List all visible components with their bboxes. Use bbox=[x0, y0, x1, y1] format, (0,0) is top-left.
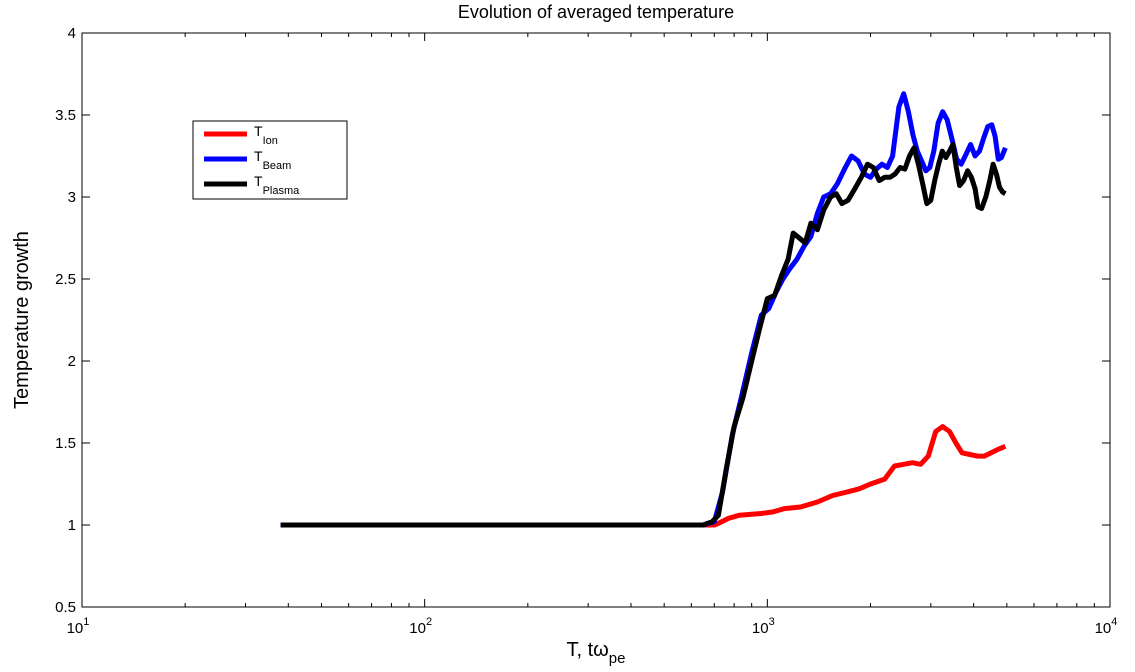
y-tick-label: 2 bbox=[68, 353, 76, 370]
y-axis-label: Temperature growth bbox=[11, 231, 33, 409]
x-axis-label-main: T, t bbox=[567, 639, 594, 661]
x-axis-label: T, tωpe bbox=[567, 639, 626, 667]
chart-title: Evolution of averaged temperature bbox=[458, 2, 734, 22]
series-group bbox=[280, 91, 1008, 528]
legend-entry-sub: Beam bbox=[263, 160, 292, 172]
legend-entry-sub: Plasma bbox=[263, 185, 301, 197]
x-tick-base: 10 bbox=[1095, 620, 1112, 637]
legend-entry-sub: Ion bbox=[263, 135, 278, 147]
legend-entry-name: T bbox=[254, 173, 263, 189]
legend-entry-name: T bbox=[254, 123, 263, 139]
y-tick-label: 3 bbox=[68, 189, 76, 206]
y-tick-label: 1 bbox=[68, 517, 76, 534]
legend-entry-beam: TBeam bbox=[254, 148, 291, 172]
x-tick-exponent: 4 bbox=[1111, 616, 1117, 628]
y-tick-label: 4 bbox=[68, 25, 76, 42]
x-tick-base: 10 bbox=[67, 620, 84, 637]
x-tick-exponent: 2 bbox=[426, 616, 432, 628]
x-axis: 101 102 103 104 bbox=[67, 33, 1118, 637]
x-tick-base: 10 bbox=[409, 620, 426, 637]
series-line-plasma bbox=[280, 142, 1007, 528]
x-tick-label: 104 bbox=[1095, 616, 1118, 637]
legend-entry-name: T bbox=[254, 148, 263, 164]
x-tick-label: 101 bbox=[67, 616, 90, 637]
plot-frame bbox=[81, 32, 1111, 608]
x-tick-exponent: 1 bbox=[83, 616, 89, 628]
y-tick-label: 1.5 bbox=[55, 435, 76, 452]
x-tick-exponent: 3 bbox=[769, 616, 775, 628]
x-axis-label-omega: ω bbox=[593, 639, 609, 661]
x-axis-label-sub: pe bbox=[609, 650, 626, 667]
legend-entry-plasma: TPlasma bbox=[254, 173, 300, 197]
series-line-ion bbox=[280, 424, 1007, 528]
legend-entry-ion: TIon bbox=[254, 123, 278, 147]
y-axis: 0.5 1 1.5 2 2.5 3 3.5 4 bbox=[55, 25, 1110, 616]
x-tick-base: 10 bbox=[752, 620, 769, 637]
y-tick-label: 0.5 bbox=[55, 599, 76, 616]
y-tick-label: 3.5 bbox=[55, 107, 76, 124]
x-tick-label: 103 bbox=[752, 616, 775, 637]
y-tick-label: 2.5 bbox=[55, 271, 76, 288]
x-tick-label: 102 bbox=[409, 616, 432, 637]
series-line-beam bbox=[280, 91, 1008, 528]
